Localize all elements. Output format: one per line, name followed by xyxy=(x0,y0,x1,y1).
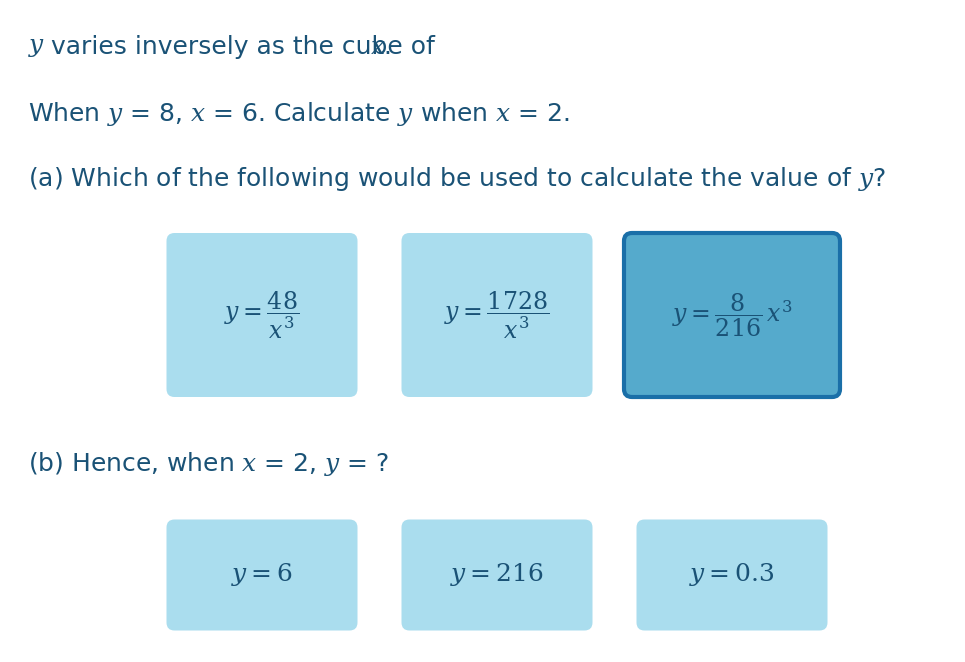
FancyBboxPatch shape xyxy=(401,520,593,630)
Text: $y = \dfrac{48}{x^3}$: $y = \dfrac{48}{x^3}$ xyxy=(225,289,299,340)
Text: $y = 216$: $y = 216$ xyxy=(451,561,543,589)
FancyBboxPatch shape xyxy=(637,520,828,630)
Text: (b) Hence, when $x$ = 2, $y$ = ?: (b) Hence, when $x$ = 2, $y$ = ? xyxy=(28,450,389,478)
Text: $y = \dfrac{1728}{x^3}$: $y = \dfrac{1728}{x^3}$ xyxy=(445,289,549,340)
Text: $y = 6$: $y = 6$ xyxy=(232,561,292,589)
Text: $y = 0.3$: $y = 0.3$ xyxy=(689,561,775,589)
FancyBboxPatch shape xyxy=(167,520,357,630)
Text: $x$: $x$ xyxy=(370,35,386,59)
FancyBboxPatch shape xyxy=(624,233,840,397)
Text: .: . xyxy=(383,35,391,59)
Text: (a) Which of the following would be used to calculate the value of $y$?: (a) Which of the following would be used… xyxy=(28,165,886,193)
Text: varies inversely as the cube of: varies inversely as the cube of xyxy=(43,35,443,59)
FancyBboxPatch shape xyxy=(401,233,593,397)
FancyBboxPatch shape xyxy=(167,233,357,397)
Text: When $y$ = 8, $x$ = 6. Calculate $y$ when $x$ = 2.: When $y$ = 8, $x$ = 6. Calculate $y$ whe… xyxy=(28,100,569,128)
Text: $y = \dfrac{8}{216}\,x^3$: $y = \dfrac{8}{216}\,x^3$ xyxy=(672,291,792,339)
Text: $y$: $y$ xyxy=(28,35,45,59)
